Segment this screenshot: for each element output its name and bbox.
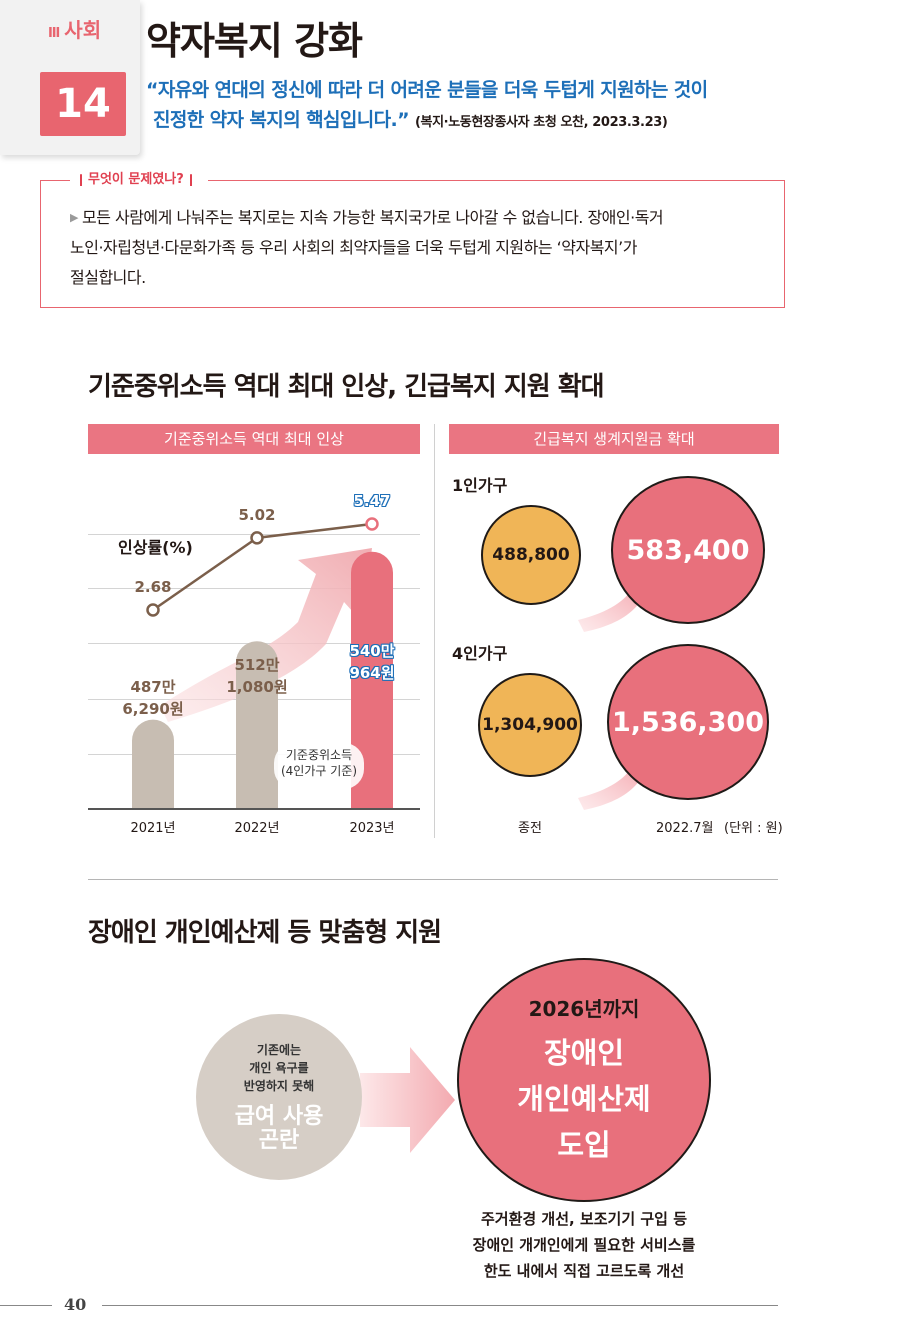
after-circle-4: 1,536,300 [607, 644, 769, 800]
group-label-1: 1인가구 [452, 476, 508, 495]
before-small-line-3: 반영하지 못해 [243, 1079, 315, 1093]
quote-line-2-wrap: 진정한 약자 복지의 핵심입니다.” (복지·노동현장종사자 초청 오찬, 20… [146, 105, 708, 138]
bar-legend-line-1: 기준중위소득 [285, 748, 353, 762]
bar-2023년 [351, 551, 393, 808]
policy-desc-line-2: 장애인 개개인에게 필요한 서비스를 [472, 1236, 696, 1254]
section1-title: 기준중위소득 역대 최대 인상, 긴급복지 지원 확대 [88, 372, 605, 402]
problem-text-line-2: 노인·자립청년·다문화가족 등 우리 사회의 최약자들을 더욱 두텁게 지원하는… [70, 238, 637, 257]
quote-source: (복지·노동현장종사자 초청 오찬, 2023.3.23) [415, 115, 668, 130]
quote: “자유와 연대의 정신에 따라 더 어려운 분들을 더욱 두텁게 지원하는 것이… [146, 75, 708, 138]
bar-2022년 [236, 641, 278, 808]
line-series-label: 인상률(%) [118, 538, 193, 557]
before-status-big: 급여 사용 곤란 [235, 1105, 324, 1153]
x-label-before: 종전 [518, 821, 542, 836]
left-chart-title: 기준중위소득 역대 최대 인상 [88, 424, 420, 454]
bar-value-label-2022년: 512만 1,080원 [226, 656, 288, 696]
problem-box [40, 180, 785, 308]
rate-point-2023년 [365, 517, 379, 531]
footer-rule-right [102, 1305, 778, 1306]
before-small-line-2: 개인 욕구를 [249, 1061, 309, 1075]
disability-budget-circle: 2026년까지 장애인 개인예산제 도입 [457, 958, 711, 1202]
x-tick-2023년: 2023년 [349, 821, 395, 836]
gridline [88, 588, 420, 589]
policy-description: 주거환경 개선, 보조기기 구입 등 장애인 개개인에게 필요한 서비스를 한도… [440, 1206, 728, 1284]
rate-point-2022년 [250, 531, 264, 545]
right-chart-title: 긴급복지 생계지원금 확대 [449, 424, 779, 454]
bar-legend-line-2: (4인가구 기준) [280, 764, 357, 778]
quote-line-2: 진정한 약자 복지의 핵심입니다.” [153, 109, 410, 131]
unit-label: (단위 : 원) [724, 821, 783, 836]
item-number: 14 [40, 72, 126, 136]
rate-label-2022년: 5.02 [238, 505, 276, 524]
bar-legend-bg [274, 743, 364, 789]
group-label-4: 4인가구 [452, 644, 508, 663]
x-label-after: 2022.7월 [656, 821, 714, 836]
problem-text: ▶ 모든 사람에게 나눠주는 복지로는 지속 가능한 복지국가로 나아갈 수 없습… [70, 203, 775, 293]
before-status-circle: 기존에는 개인 욕구를 반영하지 못해 급여 사용 곤란 [196, 1014, 362, 1180]
bullet-triangle-icon: ▶ [70, 211, 78, 224]
before-big-line-1: 급여 사용 [234, 1104, 324, 1129]
before-status-small: 기존에는 개인 욕구를 반영하지 못해 [244, 1041, 314, 1095]
before-circle-4: 1,304,900 [478, 673, 582, 777]
section2-title: 장애인 개인예산제 등 맞춤형 지원 [88, 918, 442, 948]
policy-desc-line-1: 주거환경 개선, 보조기기 구입 등 [481, 1210, 687, 1228]
policy-title-line-3: 도입 [557, 1127, 611, 1162]
page-number: 40 [64, 1295, 87, 1314]
page-title: 약자복지 강화 [146, 19, 363, 63]
footer-rule-left [0, 1305, 52, 1306]
before-circle-1: 488,800 [481, 505, 581, 605]
section-roman: Ⅲ [48, 26, 61, 41]
problem-text-line-1: 모든 사람에게 나눠주는 복지로는 지속 가능한 복지국가로 나아갈 수 없습니… [81, 208, 664, 227]
section-tag: Ⅲ 사회 [48, 14, 101, 43]
problem-label: 무엇이 문제였나? [70, 168, 208, 187]
growth-arrow [160, 548, 372, 722]
policy-desc-line-3: 한도 내에서 직접 고르도록 개선 [483, 1262, 685, 1280]
x-tick-2021년: 2021년 [130, 821, 176, 836]
rate-point-2021년 [146, 603, 160, 617]
before-big-line-2: 곤란 [258, 1128, 300, 1153]
section-name: 사회 [64, 18, 102, 42]
policy-title-line-1: 장애인 [543, 1035, 625, 1070]
section-divider [88, 879, 778, 880]
rate-label-2023년: 5.47 [353, 492, 391, 510]
x-axis [88, 808, 420, 810]
bar-value-label-2023년: 540만 964원 [349, 642, 395, 682]
target-year: 2026년까지 [528, 996, 640, 1021]
before-small-line-1: 기존에는 [256, 1043, 302, 1057]
chart-divider [434, 424, 435, 838]
section2-arrow [360, 1047, 455, 1153]
bar-2021년 [132, 719, 174, 808]
after-circle-1: 583,400 [611, 476, 765, 624]
policy-title-line-2: 개인예산제 [517, 1081, 651, 1116]
problem-text-line-3: 절실합니다. [70, 268, 146, 287]
rate-label-2021년: 2.68 [134, 578, 172, 596]
quote-line-1: “자유와 연대의 정신에 따라 더 어려운 분들을 더욱 두텁게 지원하는 것이 [146, 79, 708, 101]
policy-title: 장애인 개인예산제 도입 [517, 1030, 650, 1168]
x-tick-2022년: 2022년 [234, 821, 280, 836]
bar-legend: 기준중위소득 (4인가구 기준) [274, 747, 364, 779]
problem-label-text: 무엇이 문제였나? [88, 172, 184, 187]
bar-value-label-2021년: 487만 6,290원 [122, 678, 184, 718]
